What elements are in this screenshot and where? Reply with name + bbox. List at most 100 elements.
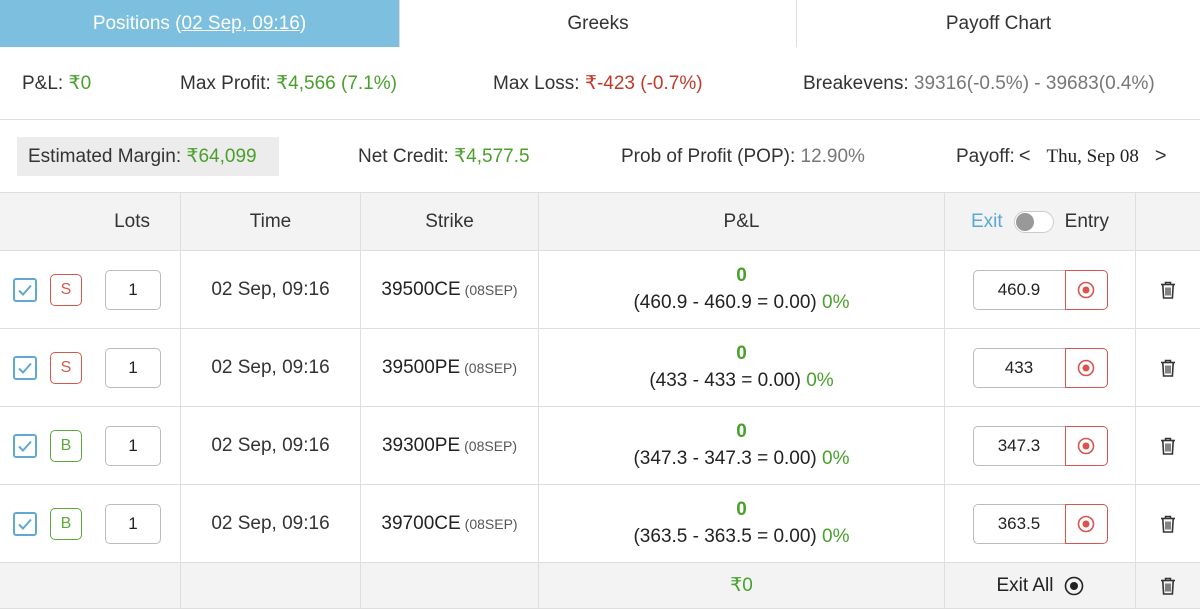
- exit-position-button[interactable]: [1064, 425, 1108, 466]
- tab-greeks[interactable]: Greeks: [400, 0, 797, 47]
- side-badge[interactable]: S: [50, 351, 82, 384]
- tab-bar: Positions (02 Sep, 09:16) Greeks Payoff …: [0, 0, 1200, 47]
- breakevens-summary: Breakevens: 39316(-0.5%) - 39683(0.4%): [803, 73, 1155, 95]
- delete-all-button[interactable]: [1160, 577, 1176, 595]
- table-row: S 1 02 Sep, 09:16 39500CE (08SEP) 0 (460.…: [0, 251, 1200, 329]
- tab-positions-date[interactable]: 02 Sep, 09:16: [181, 12, 300, 34]
- max-profit-label: Max Profit:: [180, 73, 271, 94]
- side-badge[interactable]: B: [50, 429, 82, 462]
- exit-entry-toggle[interactable]: [1013, 210, 1054, 233]
- max-profit-summary: Max Profit: ₹4,566 (7.1%): [180, 72, 397, 95]
- record-icon: [1077, 281, 1095, 298]
- pop-summary: Prob of Profit (POP): 12.90%: [621, 146, 865, 168]
- row-pnl-value: 0: [736, 342, 747, 364]
- pnl-label: P&L:: [22, 73, 64, 94]
- row-pnl-value: 0: [736, 264, 747, 286]
- row-pnl-pct: 0%: [822, 291, 850, 313]
- row-checkbox[interactable]: [13, 511, 37, 536]
- record-icon: [1077, 359, 1095, 376]
- breakevens-label: Breakevens:: [803, 72, 909, 94]
- tab-positions-suffix: ): [299, 12, 307, 34]
- lots-input[interactable]: 1: [105, 269, 161, 310]
- strike-cell: 39300PE (08SEP): [361, 407, 539, 484]
- delete-button[interactable]: [1160, 359, 1176, 377]
- net-credit-summary: Net Credit: ₹4,577.5: [358, 145, 530, 168]
- max-loss-value: ₹-423 (-0.7%): [584, 73, 703, 94]
- strike-value: 39500CE: [381, 278, 461, 300]
- strike-cell: 39700CE (08SEP): [361, 485, 539, 562]
- strike-expiry: (08SEP): [464, 359, 518, 376]
- delete-button[interactable]: [1160, 437, 1176, 455]
- margin-value: ₹64,099: [186, 146, 257, 167]
- exit-all-button[interactable]: Exit All: [996, 575, 1083, 597]
- trash-icon: [1161, 281, 1175, 299]
- payoff-next-button[interactable]: >: [1154, 145, 1167, 167]
- payoff-date-nav: Payoff: < Thu, Sep 08 >: [956, 145, 1171, 168]
- side-badge[interactable]: S: [50, 273, 82, 306]
- lots-input[interactable]: 1: [105, 347, 161, 388]
- exit-all-label: Exit All: [996, 574, 1054, 596]
- pnl-cell: 0 (363.5 - 363.5 = 0.00) 0%: [539, 485, 945, 562]
- row-pnl-detail: (363.5 - 363.5 = 0.00): [633, 525, 817, 547]
- pop-label: Prob of Profit (POP):: [621, 145, 796, 167]
- pnl-summary: P&L: ₹0: [22, 72, 91, 95]
- row-pnl-pct: 0%: [806, 369, 834, 391]
- delete-button[interactable]: [1160, 515, 1176, 533]
- time-cell: 02 Sep, 09:16: [181, 251, 361, 328]
- pnl-cell: 0 (347.3 - 347.3 = 0.00) 0%: [539, 407, 945, 484]
- table-row: B 1 02 Sep, 09:16 39700CE (08SEP) 0 (363.…: [0, 485, 1200, 563]
- exit-price-cell: 433: [945, 329, 1136, 406]
- tab-positions[interactable]: Positions (02 Sep, 09:16): [0, 0, 400, 47]
- exit-price-input[interactable]: 460.9: [972, 269, 1065, 310]
- exit-price-input[interactable]: 363.5: [972, 503, 1065, 544]
- exit-position-button[interactable]: [1064, 269, 1108, 310]
- trash-icon: [1161, 437, 1175, 455]
- lots-input[interactable]: 1: [105, 425, 161, 466]
- total-pnl: ₹0: [730, 575, 753, 596]
- row-pnl-value: 0: [736, 420, 747, 442]
- payoff-label: Payoff:: [956, 145, 1015, 167]
- payoff-date: Thu, Sep 08: [1046, 145, 1139, 167]
- row-checkbox[interactable]: [13, 355, 37, 380]
- net-credit-value: ₹4,577.5: [454, 146, 530, 167]
- side-badge[interactable]: B: [50, 507, 82, 540]
- time-cell: 02 Sep, 09:16: [181, 407, 361, 484]
- strike-cell: 39500CE (08SEP): [361, 251, 539, 328]
- check-icon: [18, 284, 32, 296]
- pop-value: 12.90%: [800, 145, 865, 167]
- time-cell: 02 Sep, 09:16: [181, 485, 361, 562]
- net-credit-label: Net Credit:: [358, 146, 449, 167]
- check-icon: [18, 440, 32, 452]
- exit-price-cell: 347.3: [945, 407, 1136, 484]
- trash-icon: [1161, 577, 1175, 595]
- row-checkbox[interactable]: [13, 277, 37, 302]
- exit-position-button[interactable]: [1064, 503, 1108, 544]
- header-delete: [1136, 193, 1200, 250]
- strike-value: 39500PE: [381, 356, 461, 378]
- breakevens-value: 39316(-0.5%) - 39683(0.4%): [913, 72, 1155, 94]
- trash-icon: [1161, 515, 1175, 533]
- row-pnl-value: 0: [736, 498, 747, 520]
- exit-price-input[interactable]: 433: [972, 347, 1065, 388]
- exit-position-button[interactable]: [1064, 347, 1108, 388]
- row-checkbox[interactable]: [13, 433, 37, 458]
- tab-positions-label: Positions (: [92, 12, 182, 34]
- estimated-margin-box: Estimated Margin: ₹64,099: [17, 137, 279, 176]
- trash-icon: [1161, 359, 1175, 377]
- exit-price-input[interactable]: 347.3: [972, 425, 1065, 466]
- exit-toggle-label: Exit: [970, 210, 1003, 232]
- lots-input[interactable]: 1: [105, 503, 161, 544]
- strike-value: 39300PE: [381, 434, 461, 456]
- strike-expiry: (08SEP): [464, 437, 518, 454]
- margin-label: Estimated Margin:: [28, 145, 182, 167]
- row-pnl-detail: (347.3 - 347.3 = 0.00): [633, 447, 817, 469]
- check-icon: [18, 518, 32, 530]
- pnl-cell: 0 (433 - 433 = 0.00) 0%: [539, 329, 945, 406]
- table-row: B 1 02 Sep, 09:16 39300PE (08SEP) 0 (347.…: [0, 407, 1200, 485]
- header-lots: Lots: [0, 193, 181, 250]
- strike-value: 39700CE: [381, 512, 461, 534]
- tab-payoff-chart[interactable]: Payoff Chart: [797, 0, 1200, 47]
- payoff-prev-button[interactable]: <: [1018, 145, 1031, 167]
- strike-expiry: (08SEP): [464, 515, 518, 532]
- delete-button[interactable]: [1160, 281, 1176, 299]
